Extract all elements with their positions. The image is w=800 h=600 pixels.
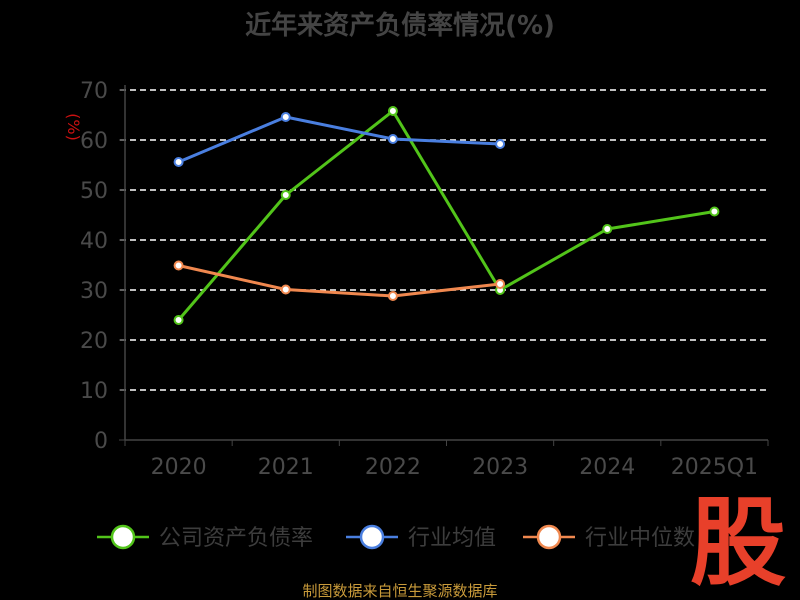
data-point bbox=[387, 134, 398, 144]
legend-label: 公司资产负债率 bbox=[159, 526, 313, 551]
watermark-logo: 股 bbox=[690, 487, 786, 599]
series-line bbox=[177, 109, 715, 321]
series-2 bbox=[173, 112, 506, 167]
x-tick-label: 2023 bbox=[472, 455, 528, 480]
legend-item[interactable]: 行业中位数 bbox=[523, 524, 695, 551]
y-axis-unit: (%) bbox=[64, 113, 83, 141]
legend-item[interactable]: 公司资产负债率 bbox=[97, 524, 313, 551]
data-point bbox=[602, 224, 613, 234]
y-tick-label: 10 bbox=[80, 379, 108, 404]
data-point bbox=[173, 260, 184, 271]
y-tick-label: 60 bbox=[80, 129, 108, 154]
data-point bbox=[280, 284, 291, 295]
y-tick-label: 40 bbox=[80, 229, 108, 254]
series-1 bbox=[173, 106, 720, 325]
data-point bbox=[173, 157, 184, 167]
data-point bbox=[173, 315, 184, 325]
data-point bbox=[387, 291, 398, 301]
x-tick-label: 2021 bbox=[258, 455, 314, 480]
chart-title: 近年来资产负债率情况(%) bbox=[245, 10, 555, 41]
legend-item[interactable]: 行业均值 bbox=[346, 524, 496, 551]
series-layer bbox=[173, 106, 720, 325]
y-tick-label: 20 bbox=[80, 329, 108, 354]
x-tick-label: 2025Q1 bbox=[671, 455, 758, 480]
y-tick-label: 30 bbox=[80, 279, 108, 304]
x-tick-label: 2022 bbox=[365, 455, 421, 480]
y-tick-label: 70 bbox=[80, 79, 108, 104]
data-point bbox=[495, 139, 506, 149]
legend-label: 行业中位数 bbox=[585, 526, 695, 551]
series-line bbox=[178, 115, 501, 164]
series-line bbox=[178, 264, 501, 298]
data-point bbox=[280, 190, 291, 200]
x-tick-label: 2020 bbox=[151, 455, 207, 480]
y-axis-labels: 0 10 20 30 40 50 60 70 bbox=[80, 79, 108, 454]
legend[interactable]: 公司资产负债率 行业均值 行业中位数 bbox=[97, 524, 695, 551]
data-source: 制图数据来自恒生聚源数据库 bbox=[302, 582, 497, 600]
data-point bbox=[280, 112, 291, 122]
x-tick-label: 2024 bbox=[579, 455, 635, 480]
legend-marker bbox=[359, 524, 385, 550]
legend-label: 行业均值 bbox=[408, 526, 496, 551]
data-point bbox=[709, 206, 720, 217]
series-3 bbox=[173, 260, 506, 301]
data-point bbox=[387, 106, 398, 116]
y-tick-label: 0 bbox=[94, 429, 108, 454]
axes bbox=[124, 85, 769, 446]
legend-marker bbox=[536, 524, 562, 550]
data-point bbox=[495, 279, 506, 289]
y-tick-label: 50 bbox=[80, 179, 108, 204]
x-axis-labels: 2020 2021 2022 2023 2024 2025Q1 bbox=[151, 455, 758, 480]
legend-marker bbox=[110, 524, 136, 550]
